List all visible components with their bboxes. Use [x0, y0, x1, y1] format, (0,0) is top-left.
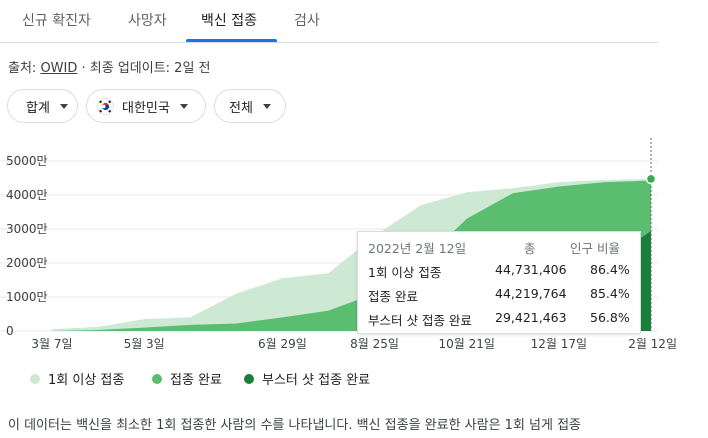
measure-label: 합계 [26, 100, 50, 116]
legend-swatch [152, 373, 162, 384]
legend-item-fully-vaccinated[interactable]: 접종 완료 [152, 369, 222, 388]
measure-dropdown[interactable]: 합계 [7, 89, 78, 123]
tooltip-row-pct: 85.4% [590, 286, 630, 301]
tooltip-header: 2022년 2월 12일 총 인구 비율 [358, 238, 640, 262]
legend-label: 접종 완료 [170, 373, 222, 388]
y-tick-label: 0 [6, 324, 14, 338]
source-prefix: 출처: [8, 61, 41, 76]
x-tick-label: 6월 29일 [258, 337, 307, 351]
tooltip-col-total: 총 [524, 241, 536, 256]
hover-point [645, 173, 657, 185]
country-label: 대한민국 [122, 100, 170, 116]
y-tick-label: 5000만 [6, 154, 48, 168]
legend-swatch [244, 373, 254, 384]
chart-tooltip: 2022년 2월 12일 총 인구 비율 1회 이상 접종 44,731,406… [357, 231, 641, 334]
tooltip-row: 접종 완료 44,219,764 85.4% [358, 286, 640, 310]
x-tick-label: 2월 12일 [628, 337, 677, 351]
tooltip-date: 2022년 2월 12일 [368, 241, 467, 256]
source-link[interactable]: OWID [40, 61, 78, 76]
x-tick-label: 8월 25일 [350, 337, 399, 351]
range-dropdown[interactable]: 전체 [214, 89, 286, 123]
y-tick-label: 4000만 [6, 188, 48, 202]
tooltip-row-label: 접종 완료 [368, 289, 418, 304]
x-tick-label: 10월 21일 [438, 337, 494, 351]
active-tab-indicator [186, 39, 277, 42]
legend-swatch [30, 373, 40, 384]
x-tick-label: 5월 3일 [124, 337, 165, 351]
tab-vaccinations[interactable]: 백신 접종 [201, 13, 257, 29]
range-label: 전체 [229, 100, 253, 116]
legend-label: 1회 이상 접종 [48, 373, 125, 388]
y-tick-label: 1000만 [6, 290, 48, 304]
legend-item-first-dose[interactable]: 1회 이상 접종 [30, 369, 124, 388]
legend-item-booster[interactable]: 부스터 샷 접종 완료 [244, 369, 370, 388]
x-tick-label: 12월 17일 [531, 337, 587, 351]
tooltip-row-pct: 86.4% [590, 262, 630, 277]
tooltip-row-pct: 56.8% [590, 310, 630, 325]
tab-deaths[interactable]: 사망자 [128, 13, 167, 29]
tooltip-row: 부스터 샷 접종 완료 29,421,463 56.8% [358, 310, 640, 334]
y-tick-label: 2000만 [6, 256, 48, 270]
y-tick-label: 3000만 [6, 222, 48, 236]
south-korea-flag-icon [97, 97, 114, 115]
chevron-down-icon [179, 103, 188, 109]
tab-bar: 신규 확진자 사망자 백신 접종 검사 [0, 0, 658, 43]
tooltip-col-pct: 인구 비율 [570, 241, 620, 256]
tab-tests[interactable]: 검사 [294, 13, 320, 29]
tab-new-cases[interactable]: 신규 확진자 [22, 13, 91, 29]
last-updated: · 최종 업데이트: 2일 전 [77, 61, 211, 76]
description-text: 이 데이터는 백신을 최소한 1회 접종한 사람의 수를 나타냅니다. 백신 접… [8, 418, 582, 433]
tooltip-row-label: 1회 이상 접종 [368, 265, 442, 280]
legend-label: 부스터 샷 접종 완료 [262, 373, 371, 388]
chevron-down-icon [59, 103, 68, 109]
chevron-down-icon [262, 103, 271, 109]
tooltip-row: 1회 이상 접종 44,731,406 86.4% [358, 262, 640, 286]
source-line: 출처: OWID · 최종 업데이트: 2일 전 [8, 57, 211, 76]
tooltip-row-total: 29,421,463 [495, 310, 567, 325]
country-dropdown[interactable]: 대한민국 [86, 89, 206, 123]
tooltip-row-total: 44,219,764 [495, 286, 567, 301]
tooltip-row-total: 44,731,406 [495, 262, 567, 277]
tooltip-row-label: 부스터 샷 접종 완료 [368, 313, 472, 328]
x-tick-label: 3월 7일 [31, 337, 72, 351]
